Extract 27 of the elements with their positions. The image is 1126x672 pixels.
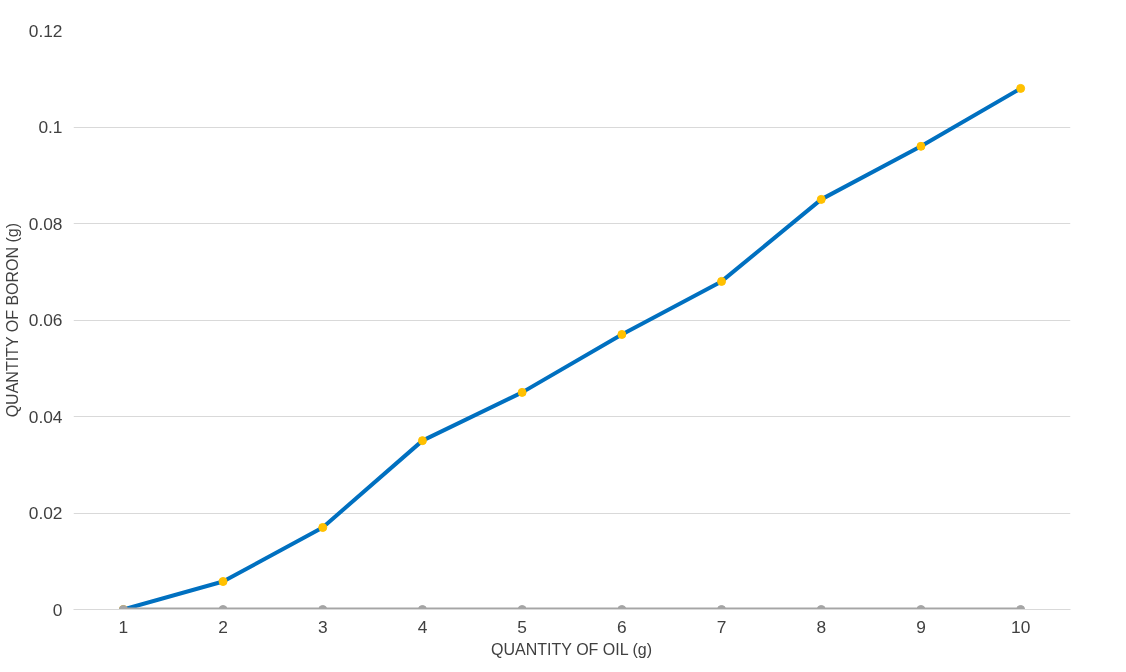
y-tick-label: 0.04 bbox=[28, 406, 63, 427]
y-axis-title: QUANTITY OF BORON (g) bbox=[3, 222, 21, 418]
point bbox=[517, 387, 527, 397]
y-tick-label: 0.1 bbox=[38, 117, 63, 137]
x-tick-label: 1 bbox=[118, 616, 129, 637]
x-tick-label: 3 bbox=[317, 616, 328, 637]
x-tick-label: 2 bbox=[218, 616, 228, 637]
point bbox=[617, 329, 627, 339]
x-tick-label: 9 bbox=[916, 616, 926, 637]
point bbox=[417, 436, 427, 446]
x-tick-label: 7 bbox=[716, 616, 727, 637]
x-tick-label: 10 bbox=[1011, 616, 1031, 637]
point bbox=[816, 194, 826, 204]
x-tick-label: 8 bbox=[816, 616, 827, 637]
y-tick-label: 0.06 bbox=[28, 310, 63, 330]
point bbox=[717, 276, 727, 286]
x-tick-label: 4 bbox=[417, 616, 428, 637]
x-axis-title: QUANTITY OF OIL (g) bbox=[491, 640, 653, 658]
y-tick-label: 0.02 bbox=[28, 503, 63, 523]
point bbox=[1016, 83, 1026, 93]
point bbox=[318, 522, 328, 532]
x-tick-label: 5 bbox=[517, 616, 527, 637]
y-tick-label: 0.12 bbox=[28, 20, 63, 41]
point bbox=[916, 141, 926, 151]
y-tick-label: 0.08 bbox=[28, 213, 63, 234]
y-tick-label: 0 bbox=[52, 599, 63, 620]
x-tick-label: 6 bbox=[617, 616, 627, 637]
